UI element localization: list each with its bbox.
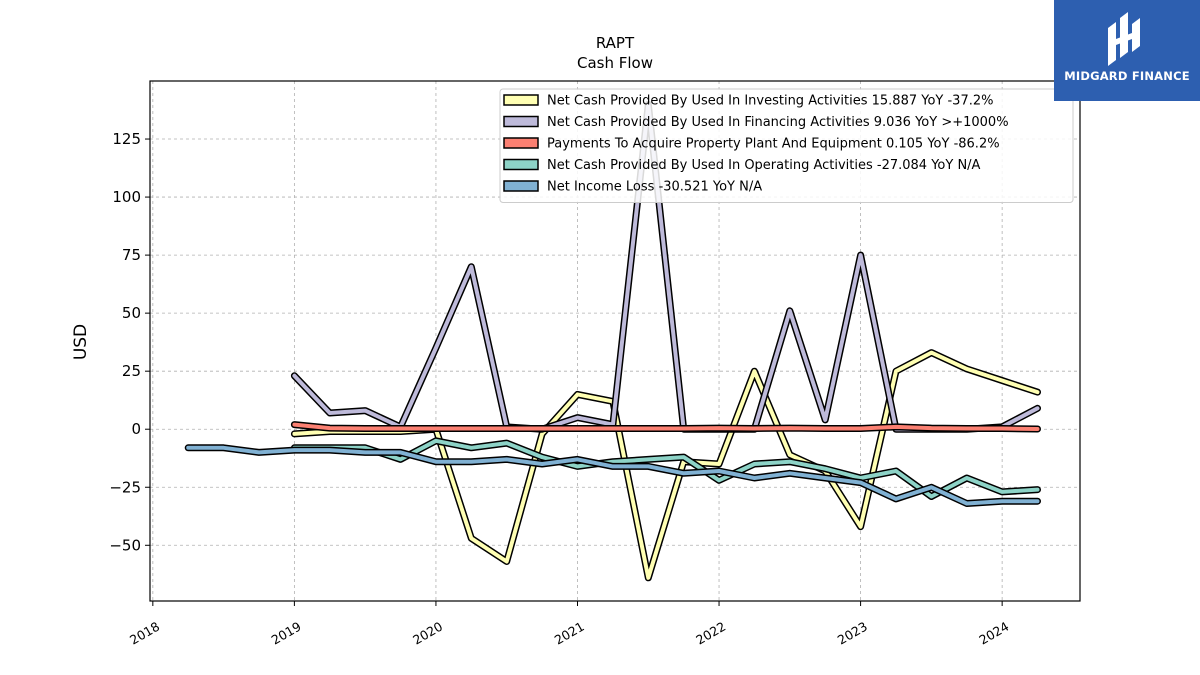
plot-area-frame [149,80,1081,602]
y-tick-label: 25 [122,362,141,380]
y-axis-label: USD [71,324,91,360]
y-tick-label: 75 [122,246,141,264]
x-tick-label: 2018 [127,619,162,648]
legend-label: Net Cash Provided By Used In Operating A… [547,158,981,173]
legend-swatch [503,158,539,171]
legend-label: Net Cash Provided By Used In Investing A… [547,94,993,109]
legend-box [499,88,1074,203]
x-tick-label: 2024 [976,619,1011,648]
series-line-outline [290,349,1041,582]
legend-label: Net Income Loss -30.521 YoY N/A [547,180,762,195]
midgard-logo-icon [1108,12,1140,66]
y-tick-label: −50 [109,536,141,554]
y-tick-label: 50 [122,304,141,322]
legend: Net Cash Provided By Used In Investing A… [499,88,1074,203]
x-tick-label: 2020 [410,619,445,648]
legend-swatch [503,137,539,149]
series-line [292,438,1040,499]
y-tick-label: 0 [131,420,141,438]
chart-subtitle: Cash Flow [577,54,653,72]
legend-label: Payments To Acquire Property Plant And E… [547,137,1000,152]
x-tick-label: 2022 [693,619,728,648]
x-tick-label: 2019 [269,619,304,648]
y-tick-label: 125 [112,130,141,148]
series-line [186,445,1040,506]
y-tick-label: 100 [112,188,141,206]
legend-label: Net Cash Provided By Used In Financing A… [547,115,1009,130]
midgard-finance-logo: MIDGARD FINANCE [1054,0,1200,101]
x-axis-ticks: 2018 2019 2020 2021 2022 2023 2024 [127,601,1011,648]
series-line [292,350,1040,580]
series-lines [184,100,1041,582]
chart-title: RAPT [596,34,635,52]
x-tick-label: 2021 [552,619,587,648]
brand-name: MIDGARD FINANCE [1064,69,1190,83]
series-line [292,422,1040,431]
x-tick-label: 2023 [835,619,870,648]
y-axis-ticks: −50 −25 0 25 50 75 100 125 [109,130,150,554]
legend-swatch [503,115,539,128]
y-tick-label: −25 [109,478,141,496]
legend-swatch [503,180,539,192]
legend-swatch [503,94,539,106]
